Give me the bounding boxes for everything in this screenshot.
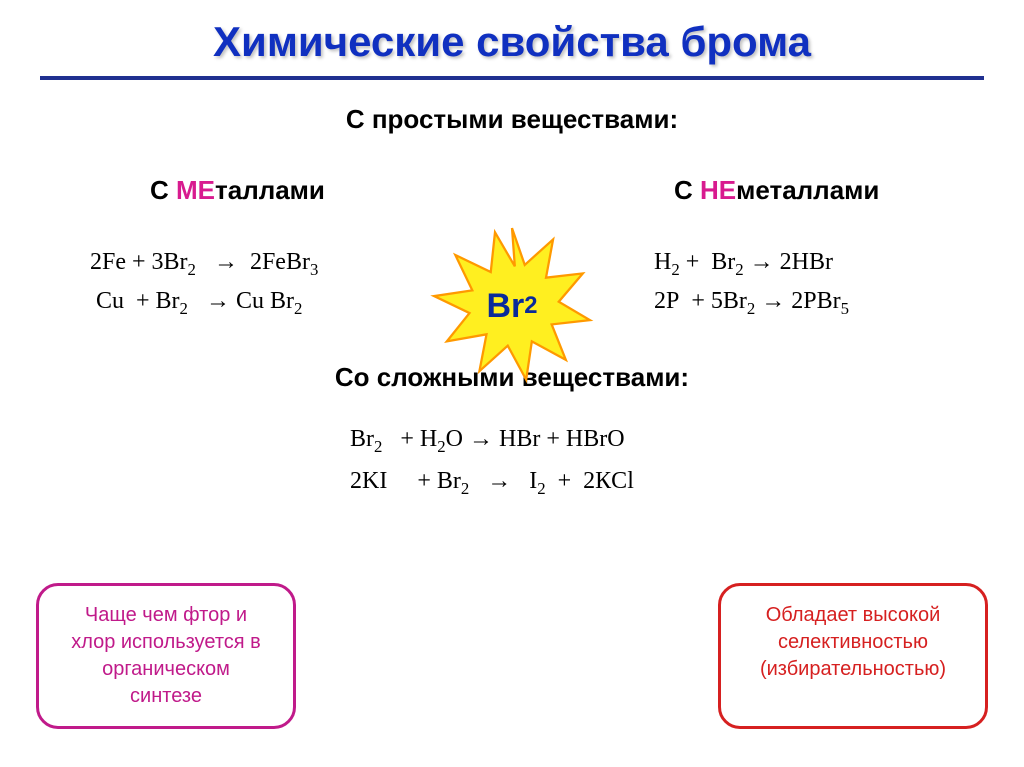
- eq-nonmetals-2: 2P + 5Br2 → 2PBr5: [594, 283, 954, 322]
- col-nonmetals: С НЕметаллами H2 + Br2 → 2HBr 2P + 5Br2 …: [594, 175, 954, 322]
- starburst: Br2: [427, 221, 597, 391]
- suffix-nonmetals: металлами: [736, 175, 879, 205]
- eq-complex-2: 2KI + Br2 → I2 + 2КCl: [350, 461, 984, 503]
- slide-title: Химические свойства брома: [40, 18, 984, 66]
- eq-metals-1: 2Fe + 3Br2 → 2FeBr3: [70, 244, 430, 283]
- title-underline: [40, 76, 984, 80]
- prefix-ne: НЕ: [700, 175, 736, 205]
- col-head-with: С: [150, 175, 176, 205]
- col-metals-head: С МЕталлами: [70, 175, 430, 206]
- col-nonmetals-head: С НЕметаллами: [594, 175, 954, 206]
- eq-metals-2: Cu + Br2 → Cu Br2: [70, 283, 430, 322]
- note-box-left: Чаще чем фтор ихлор используется воргани…: [36, 583, 296, 729]
- note-box-right: Обладает высокойселективностью(избирател…: [718, 583, 988, 729]
- col-head-with-2: С: [674, 175, 700, 205]
- col-metals: С МЕталлами 2Fe + 3Br2 → 2FeBr3 Cu + Br2…: [70, 175, 430, 322]
- subtitle-simple: С простыми веществами:: [40, 104, 984, 135]
- star-label: Br2: [427, 221, 597, 391]
- eq-complex-1: Br2 + H2O → HBr + HBrO: [350, 419, 984, 461]
- columns-wrap: С МЕталлами 2Fe + 3Br2 → 2FeBr3 Cu + Br2…: [40, 175, 984, 322]
- slide: Химические свойства брома С простыми вещ…: [0, 0, 1024, 767]
- prefix-me: МЕ: [176, 175, 215, 205]
- complex-eqs: Br2 + H2O → HBr + HBrO 2KI + Br2 → I2 + …: [40, 419, 984, 504]
- suffix-metals: таллами: [215, 175, 325, 205]
- eq-nonmetals-1: H2 + Br2 → 2HBr: [594, 244, 954, 283]
- note-boxes: Чаще чем фтор ихлор используется воргани…: [0, 583, 1024, 729]
